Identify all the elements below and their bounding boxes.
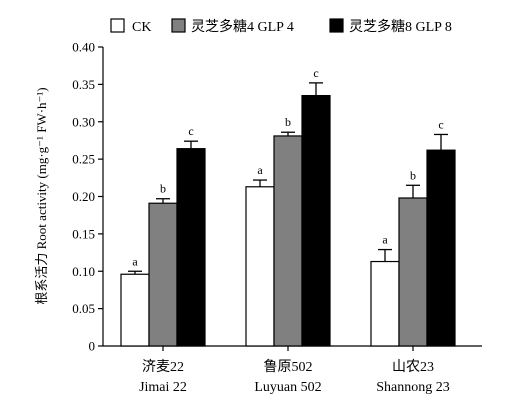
y-tick-label: 0.25 — [72, 152, 95, 167]
bar — [176, 148, 206, 347]
y-ticks: 0 0.05 0.10 0.15 0.20 0.25 0.30 0.35 0.40 — [72, 40, 103, 354]
significance-label: a — [257, 163, 263, 177]
category-label-zh: 济麦22 — [142, 359, 184, 375]
y-tick-label: 0.35 — [72, 77, 95, 92]
category-labels: 济麦22 Jimai 22 鲁原502 Luyuan 502 山农23 Shannong … — [139, 346, 450, 395]
significance-label: b — [410, 168, 416, 182]
category-label-zh: 山农23 — [392, 359, 434, 375]
significance-label: a — [382, 233, 388, 247]
significance-label: b — [160, 182, 166, 196]
legend-label-ck: CK — [132, 20, 151, 35]
bar — [273, 135, 303, 347]
legend: CK 灵芝多糖4 GLP 4 灵芝多糖8 GLP 8 — [110, 18, 452, 35]
bar — [398, 197, 428, 347]
bar — [120, 273, 150, 347]
bar — [245, 186, 275, 347]
legend-label-glp4: 灵芝多糖4 GLP 4 — [191, 18, 294, 35]
category-label-en: Jimai 22 — [139, 380, 187, 395]
bar — [426, 149, 456, 347]
y-tick-label: 0.10 — [72, 264, 95, 279]
significance-label: b — [285, 115, 291, 129]
y-tick-label: 0.20 — [72, 189, 95, 204]
legend-label-glp8: 灵芝多糖8 GLP 8 — [349, 18, 452, 35]
y-tick-label: 0.30 — [72, 114, 95, 129]
bar — [301, 94, 331, 347]
y-tick-label: 0 — [89, 339, 96, 354]
category-label-en: Luyuan 502 — [254, 380, 321, 395]
y-tick-label: 0.15 — [72, 226, 95, 241]
bar — [148, 202, 178, 347]
legend-swatch-ck — [110, 18, 125, 33]
bar — [370, 260, 400, 347]
significance-label: c — [438, 117, 443, 131]
legend-swatch-glp4 — [171, 18, 186, 33]
significance-label: a — [132, 254, 138, 268]
legend-swatch-glp8 — [329, 18, 344, 33]
significance-label: c — [188, 124, 193, 138]
category-label-zh: 鲁原502 — [264, 359, 313, 375]
category-label-en: Shannong 23 — [376, 380, 450, 395]
bars: a a a b b b c c c — [120, 66, 456, 347]
significance-label: c — [313, 66, 318, 80]
y-tick-label: 0.40 — [72, 40, 95, 55]
y-axis-title: 根系活力 Root activity (mg·g⁻¹ FW·h⁻¹) — [34, 87, 49, 304]
y-tick-label: 0.05 — [72, 301, 95, 316]
